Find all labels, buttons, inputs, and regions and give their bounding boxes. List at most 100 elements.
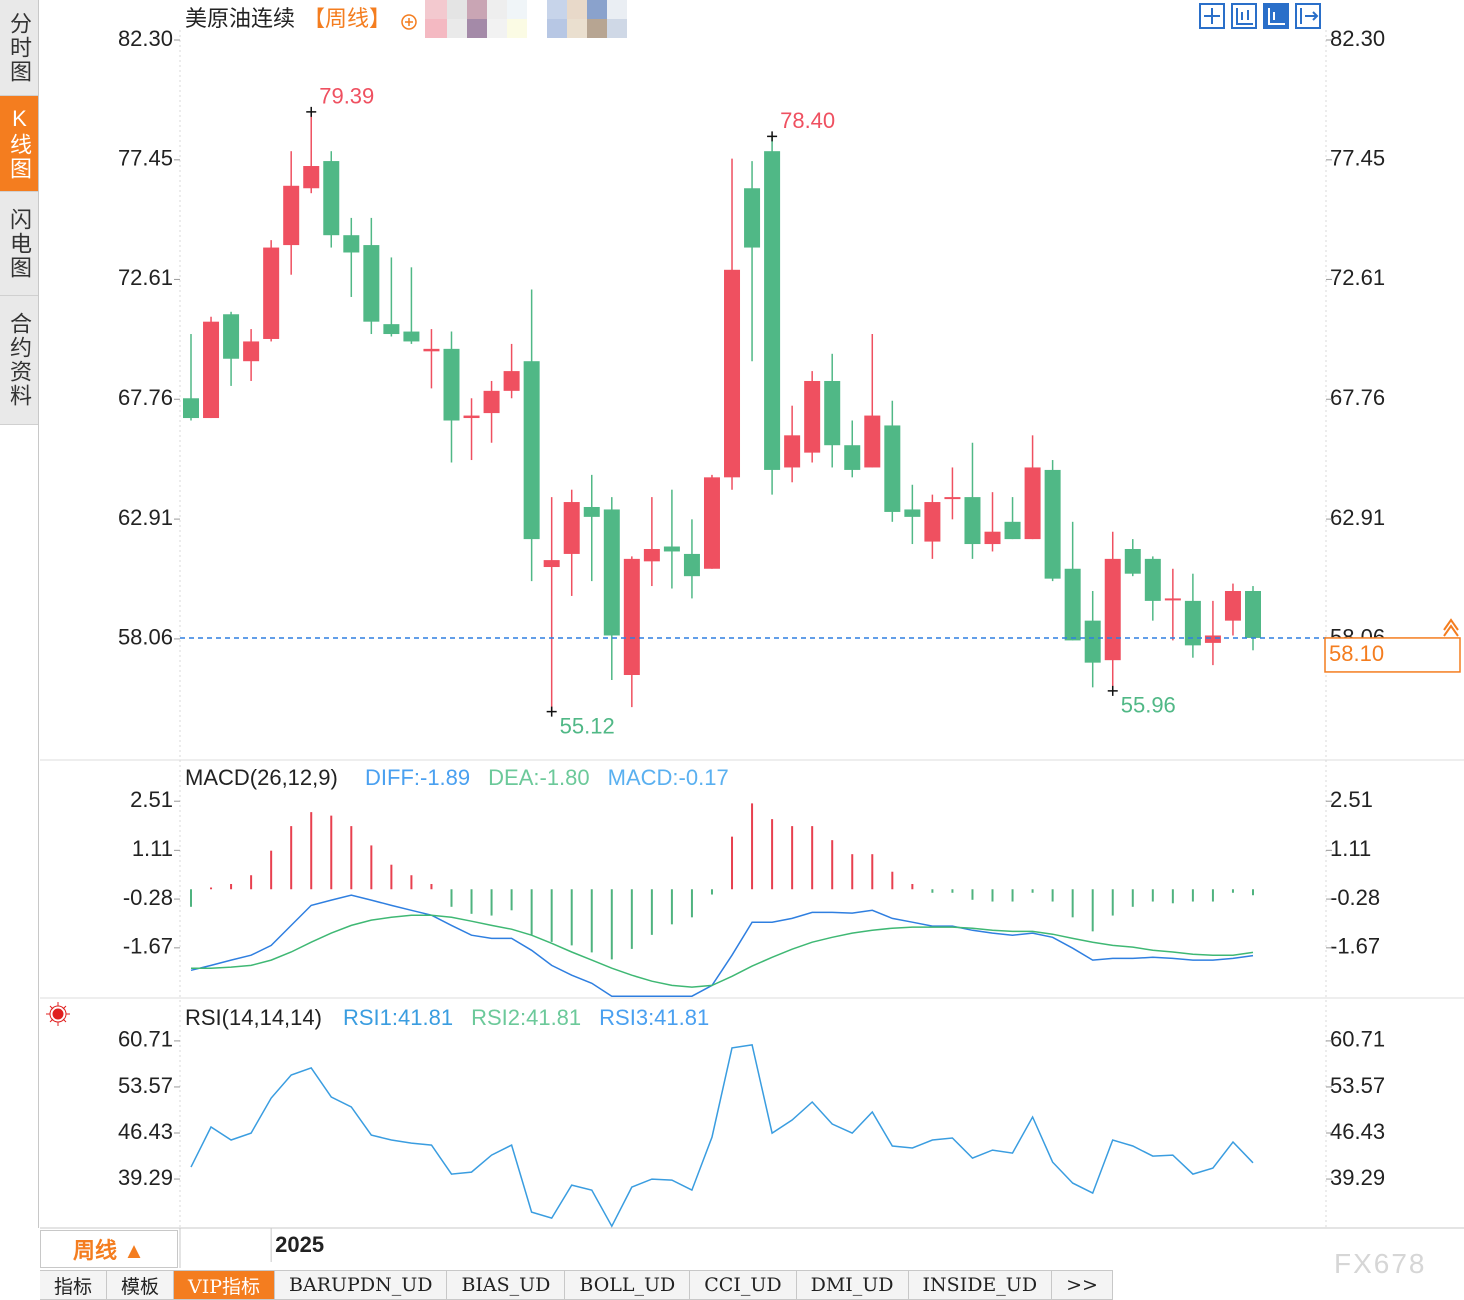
y-tick-label: 77.45 (118, 146, 173, 171)
extreme-marker (767, 131, 778, 142)
y-tick-label: 67.76 (118, 385, 173, 410)
watermark: FX678 (1334, 1248, 1427, 1279)
candle-body (683, 553, 700, 577)
indicator-tab[interactable]: BOLL_UD (565, 1270, 691, 1300)
extreme-label: 79.39 (319, 84, 374, 109)
candle-body (643, 548, 660, 562)
candle-body (523, 361, 540, 540)
macd-title: MACD(26,12,9) (185, 765, 338, 790)
indicator-tab[interactable]: BARUPDN_UD (275, 1270, 448, 1300)
candle-body (403, 331, 420, 342)
y-tick-label-right: 67.76 (1330, 385, 1385, 410)
price-arrow (1443, 618, 1459, 637)
indicator-tab[interactable]: DMI_UD (796, 1270, 909, 1300)
candle-body (483, 390, 500, 414)
indicator-tab[interactable]: 指标 (40, 1270, 108, 1300)
candle-body (844, 445, 861, 470)
indicator-tab[interactable]: VIP指标 (174, 1270, 276, 1300)
candle-body (663, 546, 680, 552)
y-tick-label-right: -1.67 (1330, 934, 1380, 959)
icon-button[interactable] (1231, 3, 1257, 29)
indicator-tab[interactable]: 模板 (107, 1270, 175, 1300)
add-icon[interactable] (401, 14, 417, 30)
legend-item: MACD:-0.17 (608, 765, 729, 790)
candle-body (503, 371, 520, 391)
macd-line (191, 914, 1254, 988)
period-label: 【周线】 (303, 6, 391, 31)
y-tick-label-right: 53.57 (1330, 1073, 1385, 1098)
color-swatches (425, 0, 627, 38)
icon-button[interactable] (1295, 3, 1321, 29)
legend-item: RSI1:41.81 (343, 1005, 453, 1030)
indicator-tabs: 指标 模板 VIP指标 BARUPDN_UD BIAS_UD BOLL_UD CCI_UD D… (40, 1270, 1113, 1300)
layout: 美原油连续 【周线】 MACD(26,12,9) RSI(14,14,14) (40, 0, 1464, 1268)
last-price-label: 58.10 (1329, 641, 1384, 666)
candle-body (804, 380, 821, 453)
candle-body (343, 235, 360, 253)
candle-body (1084, 620, 1101, 663)
candle-body (884, 425, 901, 512)
indicator-tab[interactable]: BIAS_UD (447, 1270, 566, 1300)
candle-body (1044, 469, 1061, 579)
legend-item: RSI3:41.81 (599, 1005, 709, 1030)
y-tick-label: 1.11 (132, 836, 173, 861)
y-tick-label-right: -0.28 (1330, 885, 1380, 910)
candle-body (1024, 467, 1041, 540)
icon-button[interactable] (1199, 3, 1225, 29)
candle-body (563, 502, 580, 554)
candle-body (944, 497, 961, 500)
y-tick-label: 53.57 (118, 1073, 173, 1098)
y-tick-label: -0.28 (123, 885, 173, 910)
settings-icon[interactable] (46, 1002, 70, 1026)
candle-body (423, 348, 440, 352)
extreme-marker (1107, 685, 1118, 696)
last-price-box (1324, 637, 1461, 673)
legend-item: DEA:-1.80 (488, 765, 590, 790)
extreme-label: 55.96 (1121, 693, 1176, 718)
candle-body (824, 380, 841, 446)
rsi-line (190, 1044, 1254, 1228)
candle-body (1204, 635, 1221, 643)
rsi-title: RSI(14,14,14) (185, 1005, 322, 1030)
candle-body (1064, 568, 1081, 641)
sidebar-tab[interactable]: 分时图 (0, 0, 38, 96)
indicator-tab[interactable]: INSIDE_UD (908, 1270, 1053, 1300)
candle-body (443, 348, 460, 421)
candle-body (223, 314, 240, 359)
candle-body (1004, 521, 1021, 540)
sidebar-tab[interactable]: 合约资料 (0, 296, 38, 425)
legend-item: RSI2:41.81 (471, 1005, 581, 1030)
y-tick-label: 58.06 (118, 625, 173, 650)
y-tick-label: -1.67 (123, 934, 173, 959)
extreme-marker (306, 106, 317, 117)
macd-line (190, 894, 1254, 997)
extreme-label: 78.40 (780, 108, 835, 133)
candle-body (323, 161, 340, 236)
sidebar-tab[interactable]: 闪电图 (0, 192, 38, 296)
candle-body (744, 188, 761, 248)
candle-body (543, 560, 560, 568)
candle-body (784, 435, 801, 468)
y-tick-label-right: 2.51 (1330, 787, 1373, 812)
candle-body (1164, 598, 1181, 601)
candle-body (583, 506, 600, 517)
sidebar-tab[interactable]: K线图 (0, 96, 38, 192)
candle-body (904, 509, 921, 517)
candle-body (263, 247, 280, 339)
toolbar-icons (1199, 3, 1321, 29)
indicator-tab[interactable]: CCI_UD (690, 1270, 797, 1300)
extreme-label: 55.12 (560, 713, 615, 738)
candle-body (243, 341, 260, 362)
y-tick-label: 82.30 (118, 26, 173, 51)
y-tick-label-right: 60.71 (1330, 1027, 1385, 1052)
candle-body (984, 531, 1001, 545)
y-tick-label: 39.29 (118, 1165, 173, 1190)
candle-body (603, 509, 620, 636)
y-tick-label: 72.61 (118, 265, 173, 290)
candle-body (1224, 590, 1241, 621)
indicator-tab[interactable]: >> (1052, 1270, 1113, 1300)
period-button[interactable]: 周线 ▲ (40, 1230, 178, 1268)
y-tick-label-right: 46.43 (1330, 1119, 1385, 1144)
extreme-marker (546, 706, 557, 717)
